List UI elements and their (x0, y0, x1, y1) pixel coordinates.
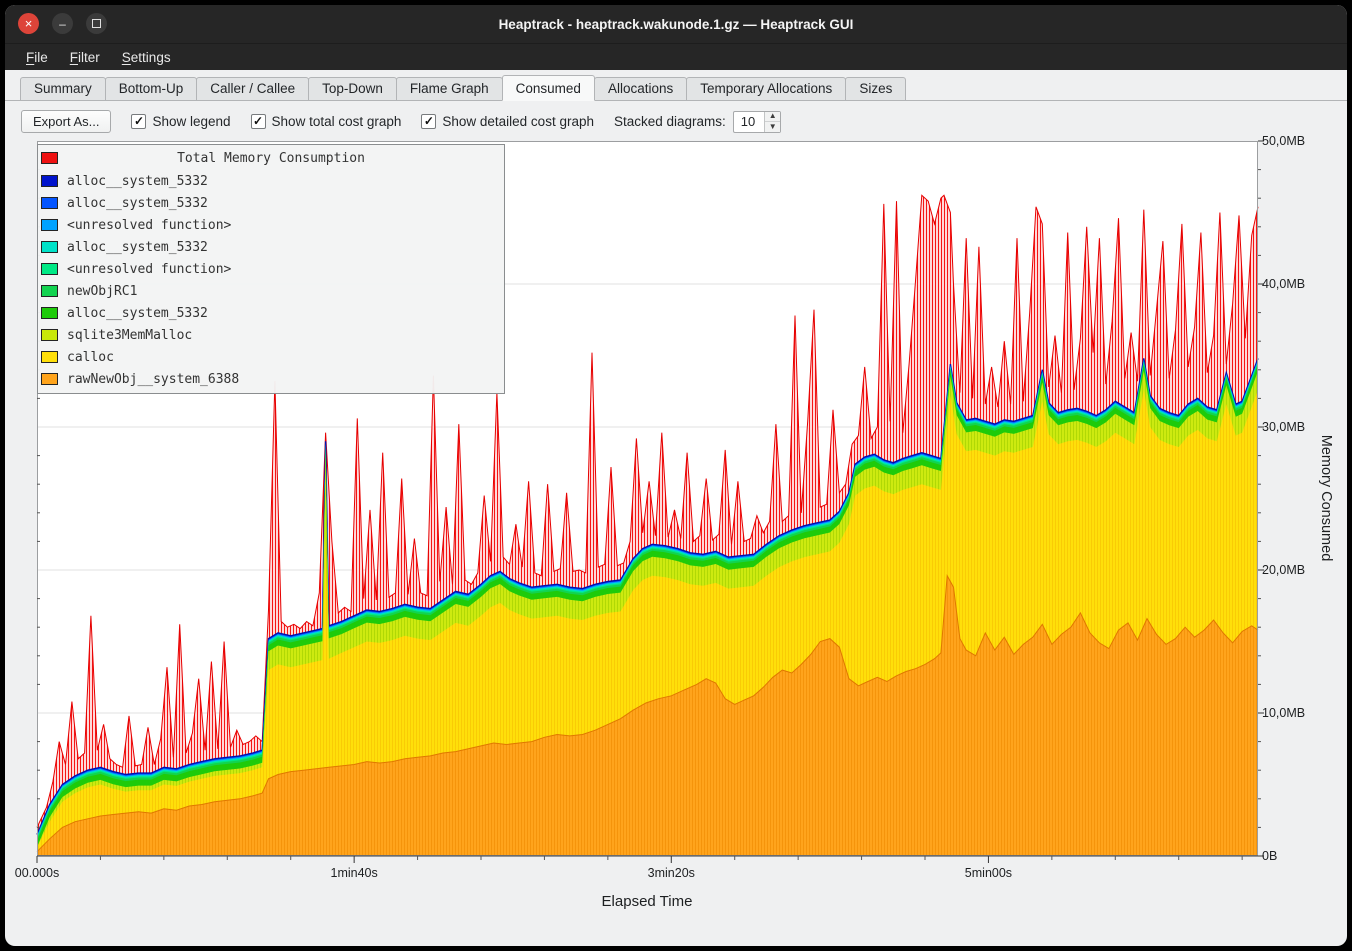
legend-swatch (41, 307, 58, 319)
legend-swatch (41, 263, 58, 275)
x-tick-label: 1min40s (330, 866, 378, 880)
legend-swatch (41, 285, 58, 297)
checkbox-show-legend[interactable]: ✓ Show legend (131, 114, 231, 129)
legend-item: newObjRC1 (38, 280, 504, 302)
legend-swatch (41, 175, 58, 187)
legend-item: alloc__system_5332 (38, 236, 504, 258)
menu-file[interactable]: File (26, 49, 48, 65)
checkbox-show-detailed-cost-graph[interactable]: ✓ Show detailed cost graph (421, 114, 594, 129)
tab-sizes[interactable]: Sizes (845, 77, 907, 101)
legend-item: <unresolved function> (38, 258, 504, 280)
y-tick-label: 50,0MB (1262, 134, 1306, 148)
y-tick-label: 20,0MB (1262, 563, 1306, 577)
menubar: File Filter Settings (5, 43, 1347, 70)
legend-swatch (41, 329, 58, 341)
legend-label: <unresolved function> (67, 261, 232, 277)
y-tick-label: 10,0MB (1262, 706, 1306, 720)
toolbar: Export As... ✓ Show legend ✓ Show total … (5, 101, 1347, 141)
chart-legend: Total Memory Consumption alloc__system_5… (37, 144, 505, 394)
app-window: × – Heaptrack - heaptrack.wakunode.1.gz … (5, 5, 1347, 946)
y-axis-title: Memory Consumed (1318, 434, 1334, 562)
checkbox-box: ✓ (250, 114, 266, 129)
checkbox-show-total-cost-graph[interactable]: ✓ Show total cost graph (250, 114, 402, 129)
tab-top-down[interactable]: Top-Down (308, 77, 397, 101)
x-axis-title: Elapsed Time (601, 893, 693, 910)
legend-item: <unresolved function> (38, 214, 504, 236)
legend-item: rawNewObj__system_6388 (38, 368, 504, 390)
legend-label: newObjRC1 (67, 283, 138, 299)
stacked-diagrams-spinbox[interactable]: 10 ▲ ▼ (732, 110, 782, 133)
tab-allocations[interactable]: Allocations (593, 77, 688, 101)
tab-flame-graph[interactable]: Flame Graph (395, 77, 503, 101)
legend-label: alloc__system_5332 (67, 305, 208, 321)
legend-swatch (41, 197, 58, 209)
legend-label: alloc__system_5332 (67, 173, 208, 189)
minimize-button[interactable]: – (52, 13, 73, 34)
window-title: Heaptrack - heaptrack.wakunode.1.gz — He… (498, 16, 854, 32)
maximize-icon (92, 19, 101, 28)
legend-label: alloc__system_5332 (67, 239, 208, 255)
legend-title: Total Memory Consumption (177, 151, 365, 166)
menu-settings[interactable]: Settings (121, 49, 171, 65)
check-icon: ✓ (133, 114, 145, 128)
close-button[interactable]: × (18, 13, 39, 34)
legend-label: alloc__system_5332 (67, 195, 208, 211)
legend-swatch (41, 373, 58, 385)
legend-title-row: Total Memory Consumption (38, 147, 504, 170)
x-tick-label: 00.000s (14, 866, 60, 880)
spin-value: 10 (740, 114, 756, 129)
tab-summary[interactable]: Summary (20, 77, 106, 101)
legend-swatch (41, 219, 58, 231)
legend-item: calloc (38, 346, 504, 368)
x-tick-label: 3min20s (647, 866, 695, 880)
spin-up-icon[interactable]: ▲ (765, 111, 781, 122)
titlebar: × – Heaptrack - heaptrack.wakunode.1.gz … (5, 5, 1347, 43)
legend-swatch (41, 351, 58, 363)
tab-caller-callee[interactable]: Caller / Callee (196, 77, 310, 101)
export-as-button[interactable]: Export As... (21, 110, 112, 133)
spin-buttons: ▲ ▼ (764, 111, 781, 132)
consumption-chart[interactable] (36, 140, 1264, 863)
legend-label: sqlite3MemMalloc (67, 327, 193, 343)
tab-consumed[interactable]: Consumed (501, 75, 595, 101)
spin-down-icon[interactable]: ▼ (765, 122, 781, 132)
close-icon: × (24, 16, 33, 31)
x-tick-label: 5min00s (964, 866, 1013, 880)
checkbox-label: Show legend (152, 114, 231, 129)
maximize-button[interactable] (86, 13, 107, 34)
legend-item: alloc__system_5332 (38, 192, 504, 214)
tab-temporary-allocations[interactable]: Temporary Allocations (686, 77, 847, 101)
legend-item: alloc__system_5332 (38, 170, 504, 192)
legend-label: calloc (67, 349, 114, 365)
checkbox-box: ✓ (421, 114, 437, 129)
legend-label: rawNewObj__system_6388 (67, 371, 240, 387)
checkbox-label: Show detailed cost graph (442, 114, 594, 129)
legend-item: sqlite3MemMalloc (38, 324, 504, 346)
y-tick-label: 30,0MB (1262, 420, 1306, 434)
legend-item: alloc__system_5332 (38, 302, 504, 324)
y-tick-label: 0B (1262, 849, 1278, 863)
menu-filter[interactable]: Filter (69, 49, 100, 65)
checkbox-label: Show total cost graph (271, 114, 402, 129)
check-icon: ✓ (423, 114, 434, 128)
stacked-diagrams-label: Stacked diagrams: (613, 114, 726, 129)
window-controls: × – (18, 13, 107, 34)
minimize-icon: – (59, 16, 66, 31)
legend-label: <unresolved function> (67, 217, 232, 233)
tab-bottom-up[interactable]: Bottom-Up (104, 77, 198, 101)
tab-bar: Summary Bottom-Up Caller / Callee Top-Down F… (5, 70, 1347, 101)
checkbox-box: ✓ (131, 114, 147, 129)
check-icon: ✓ (253, 114, 264, 128)
y-tick-label: 40,0MB (1262, 277, 1306, 291)
legend-title-swatch (41, 152, 58, 164)
legend-swatch (41, 241, 58, 253)
